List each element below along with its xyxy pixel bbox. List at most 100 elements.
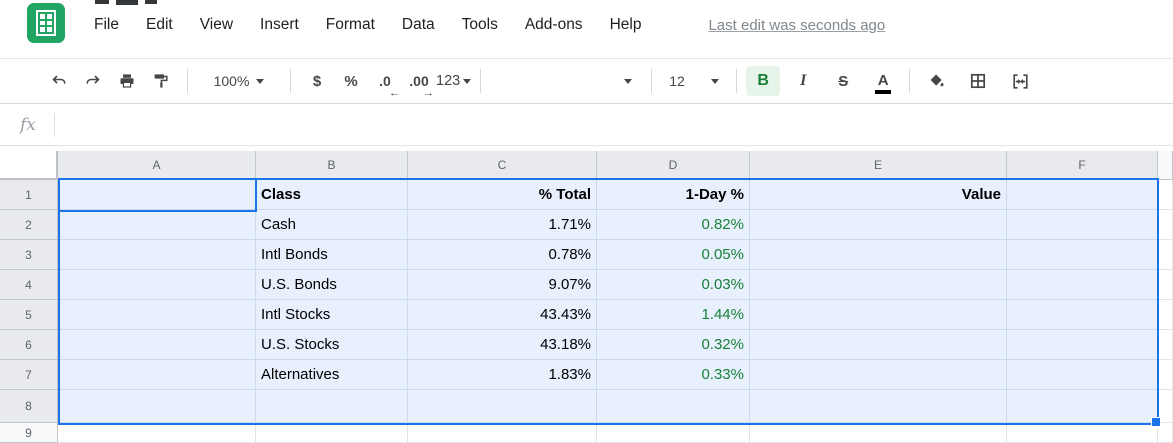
cell-F9[interactable]: [1007, 423, 1158, 443]
cell-F2[interactable]: [1007, 210, 1158, 240]
cell-B8[interactable]: [256, 390, 408, 423]
menu-file[interactable]: File: [94, 16, 119, 33]
cell-E9[interactable]: [750, 423, 1007, 443]
cell-E4[interactable]: [750, 270, 1007, 300]
cell-G6[interactable]: [1158, 330, 1173, 360]
text-color-button[interactable]: A: [866, 64, 900, 98]
row-header-9[interactable]: 9: [0, 423, 58, 443]
cell-G5[interactable]: [1158, 300, 1173, 330]
cell-C3[interactable]: 0.78%: [408, 240, 597, 270]
italic-button[interactable]: I: [800, 72, 807, 89]
fill-color-button[interactable]: [919, 66, 953, 96]
merge-cells-button[interactable]: [1003, 66, 1037, 96]
cell-A3[interactable]: [58, 240, 256, 270]
menu-insert[interactable]: Insert: [260, 16, 299, 33]
column-header-D[interactable]: D: [597, 151, 750, 180]
cell-C7[interactable]: 1.83%: [408, 360, 597, 390]
cell-A5[interactable]: [58, 300, 256, 330]
row-header-6[interactable]: 6: [0, 330, 58, 360]
cell-A1[interactable]: [58, 180, 256, 210]
increase-decimal-button[interactable]: .00 →: [402, 66, 436, 99]
cell-C8[interactable]: [408, 390, 597, 423]
sheets-logo-icon[interactable]: [27, 3, 65, 43]
redo-button[interactable]: [76, 66, 110, 96]
cell-B9[interactable]: [256, 423, 408, 443]
cell-D1[interactable]: 1-Day %: [597, 180, 750, 210]
column-header-A[interactable]: A: [58, 151, 256, 180]
cell-G2[interactable]: [1158, 210, 1173, 240]
borders-button[interactable]: [961, 66, 995, 96]
column-header-E[interactable]: E: [750, 151, 1007, 180]
cell-D9[interactable]: [597, 423, 750, 443]
menu-format[interactable]: Format: [325, 16, 375, 33]
row-header-1[interactable]: 1: [0, 180, 58, 210]
row-header-5[interactable]: 5: [0, 300, 58, 330]
cell-C6[interactable]: 43.18%: [408, 330, 597, 360]
cell-A6[interactable]: [58, 330, 256, 360]
cell-C2[interactable]: 1.71%: [408, 210, 597, 240]
select-all-corner[interactable]: [0, 151, 58, 180]
cell-D8[interactable]: [597, 390, 750, 423]
row-header-2[interactable]: 2: [0, 210, 58, 240]
last-edit-link[interactable]: Last edit was seconds ago: [708, 16, 886, 34]
undo-button[interactable]: [42, 66, 76, 96]
cell-B5[interactable]: Intl Stocks: [256, 300, 408, 330]
cell-B3[interactable]: Intl Bonds: [256, 240, 408, 270]
cell-F8[interactable]: [1007, 390, 1158, 423]
cell-E2[interactable]: [750, 210, 1007, 240]
row-header-8[interactable]: 8: [0, 390, 58, 423]
paint-format-button[interactable]: [144, 66, 178, 96]
cell-D7[interactable]: 0.33%: [597, 360, 750, 390]
cell-C4[interactable]: 9.07%: [408, 270, 597, 300]
cell-F6[interactable]: [1007, 330, 1158, 360]
menu-help[interactable]: Help: [609, 16, 642, 33]
cell-D3[interactable]: 0.05%: [597, 240, 750, 270]
font-family-dropdown[interactable]: [492, 68, 640, 94]
cell-G1[interactable]: [1158, 180, 1173, 210]
cell-E1[interactable]: Value: [750, 180, 1007, 210]
cell-G7[interactable]: [1158, 360, 1173, 390]
format-currency-button[interactable]: $: [312, 72, 322, 90]
cell-B2[interactable]: Cash: [256, 210, 408, 240]
cell-G4[interactable]: [1158, 270, 1173, 300]
column-header-C[interactable]: C: [408, 151, 597, 180]
cell-C5[interactable]: 43.43%: [408, 300, 597, 330]
zoom-control[interactable]: 100%: [203, 66, 275, 96]
cell-B4[interactable]: U.S. Bonds: [256, 270, 408, 300]
fill-handle[interactable]: [1151, 417, 1161, 427]
cell-F5[interactable]: [1007, 300, 1158, 330]
cell-F4[interactable]: [1007, 270, 1158, 300]
cell-F3[interactable]: [1007, 240, 1158, 270]
cell-B7[interactable]: Alternatives: [256, 360, 408, 390]
menu-view[interactable]: View: [199, 16, 234, 33]
column-header-F[interactable]: F: [1007, 151, 1158, 180]
cell-F7[interactable]: [1007, 360, 1158, 390]
cell-B6[interactable]: U.S. Stocks: [256, 330, 408, 360]
cell-E3[interactable]: [750, 240, 1007, 270]
cell-E5[interactable]: [750, 300, 1007, 330]
row-header-7[interactable]: 7: [0, 360, 58, 390]
menu-tools[interactable]: Tools: [461, 16, 498, 33]
cell-G3[interactable]: [1158, 240, 1173, 270]
cell-C1[interactable]: % Total: [408, 180, 597, 210]
format-percent-button[interactable]: %: [344, 72, 358, 90]
cell-E7[interactable]: [750, 360, 1007, 390]
formula-input[interactable]: [55, 105, 1173, 145]
cell-A7[interactable]: [58, 360, 256, 390]
cell-D6[interactable]: 0.32%: [597, 330, 750, 360]
cell-A4[interactable]: [58, 270, 256, 300]
cell-E6[interactable]: [750, 330, 1007, 360]
cell-A9[interactable]: [58, 423, 256, 443]
cell-D4[interactable]: 0.03%: [597, 270, 750, 300]
more-formats-button[interactable]: 123: [436, 66, 472, 96]
bold-button[interactable]: B: [746, 66, 781, 96]
cell-E8[interactable]: [750, 390, 1007, 423]
menu-data[interactable]: Data: [401, 16, 435, 33]
cell-A8[interactable]: [58, 390, 256, 423]
cell-D5[interactable]: 1.44%: [597, 300, 750, 330]
column-header-G-partial[interactable]: [1158, 151, 1173, 180]
cell-D2[interactable]: 0.82%: [597, 210, 750, 240]
strikethrough-button[interactable]: S: [838, 72, 849, 90]
column-header-B[interactable]: B: [256, 151, 408, 180]
cell-C9[interactable]: [408, 423, 597, 443]
